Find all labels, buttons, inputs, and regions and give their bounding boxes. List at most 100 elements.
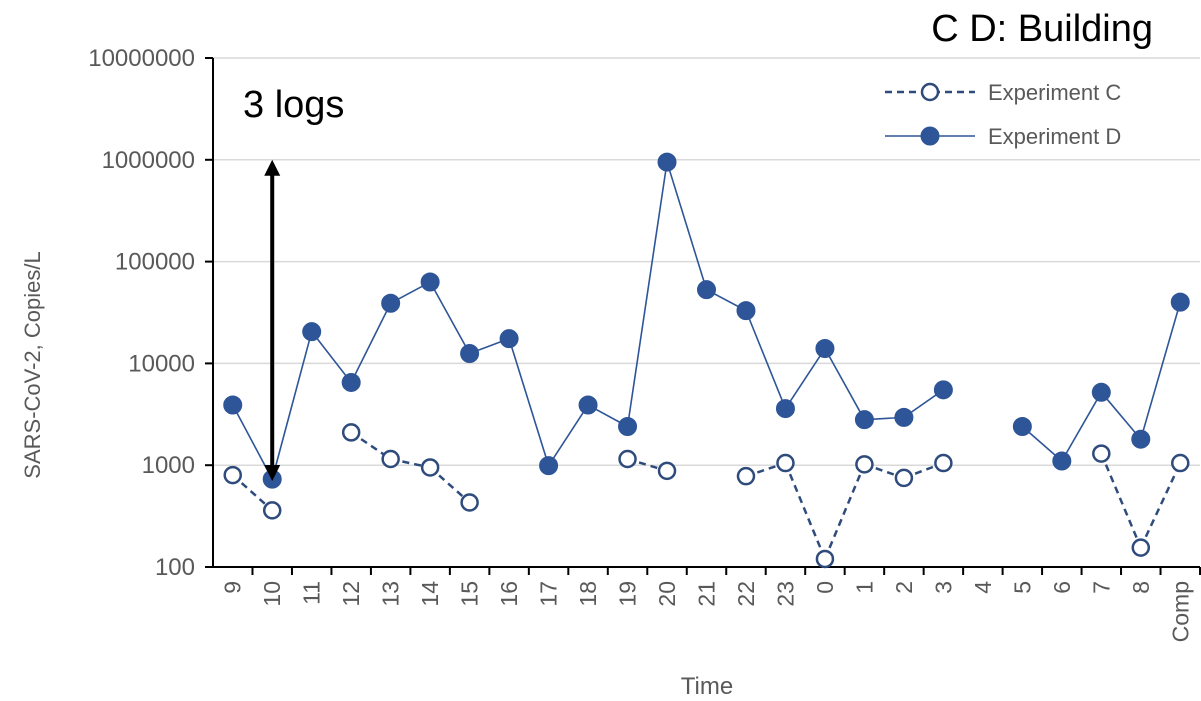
legend-label: Experiment C (988, 80, 1121, 105)
series-line-segment (784, 348, 826, 410)
data-point (1131, 538, 1151, 557)
data-point (894, 407, 914, 427)
data-point (736, 301, 756, 321)
legend-marker (920, 82, 940, 102)
series-line-segment (429, 466, 471, 504)
data-point (775, 399, 795, 419)
series-line-segment (1061, 391, 1102, 462)
data-point (578, 395, 598, 415)
x-tick-label: 18 (575, 581, 601, 607)
data-point (1131, 429, 1151, 449)
x-tick-label: 20 (654, 581, 680, 607)
legend: Experiment C Experiment D (885, 80, 1121, 149)
series-line-segment (1100, 453, 1142, 549)
x-tick-label: 19 (615, 581, 641, 607)
series-line-segment (1139, 462, 1182, 549)
y-tick-label: 100000 (115, 249, 195, 276)
data-point (341, 372, 361, 392)
annotation-arrow-head-top (264, 159, 281, 176)
data-point (855, 455, 874, 474)
x-tick-label: 16 (496, 581, 522, 607)
series-line-segment (350, 302, 392, 383)
x-tick-label: 2 (891, 581, 917, 594)
series-line-segment (547, 404, 589, 467)
data-point (933, 380, 953, 400)
data-point (657, 461, 677, 481)
x-tick-label: 4 (970, 581, 996, 594)
data-point (1052, 451, 1072, 471)
series-line-segment (429, 281, 471, 354)
annotation-arrow-head-bottom (264, 464, 281, 481)
data-point (262, 501, 282, 520)
data-point (1170, 292, 1190, 312)
x-tick-label: 3 (930, 581, 956, 594)
data-point (1171, 453, 1190, 473)
series-line-segment (626, 161, 668, 427)
data-point (381, 293, 401, 313)
data-point (499, 329, 519, 349)
chart-corner-label: C D: Building (931, 8, 1153, 50)
x-tick-label: 13 (378, 581, 404, 607)
series-line-segment (824, 348, 866, 421)
x-tick-label: 6 (1049, 581, 1075, 594)
annotation-label: 3 logs (243, 84, 345, 126)
legend-marker (920, 126, 940, 146)
x-axis-title: Time (681, 673, 733, 700)
y-tick-label: 1000000 (102, 147, 195, 174)
x-tick-label: 21 (694, 581, 720, 607)
x-tick-label: 15 (457, 581, 483, 607)
series-line-segment (1140, 301, 1182, 440)
x-tick-label: 22 (733, 581, 759, 607)
series-line-segment (508, 338, 550, 466)
x-tick-label: 10 (259, 581, 285, 607)
annotation (264, 159, 281, 481)
series (223, 152, 1190, 569)
gridlines (213, 57, 1200, 466)
data-point (539, 456, 559, 476)
x-tick-label: 8 (1128, 581, 1154, 594)
data-point (223, 395, 243, 415)
data-point (420, 458, 440, 477)
data-point (854, 410, 874, 430)
x-tick-label: 12 (338, 581, 364, 607)
data-point (894, 468, 914, 488)
data-point (1092, 444, 1111, 463)
x-tick-label: Comp (1167, 581, 1193, 642)
series-line-segment (666, 161, 708, 290)
data-point (1012, 416, 1032, 436)
y-tick-label: 10000000 (88, 45, 195, 72)
data-point (657, 152, 677, 172)
data-point (381, 449, 400, 469)
x-tick-label: 7 (1088, 581, 1114, 594)
data-point (697, 280, 716, 300)
data-point (302, 322, 322, 342)
x-tick-label: 14 (417, 581, 443, 607)
data-point (460, 344, 480, 364)
series-line-segment (311, 331, 352, 383)
y-tick-label: 100 (155, 554, 195, 581)
y-tick-label: 10000 (128, 350, 195, 377)
series-line-segment (231, 474, 274, 512)
data-point (815, 549, 835, 569)
data-point (934, 453, 953, 473)
data-point (223, 465, 242, 485)
data-point (618, 416, 638, 436)
x-tick-label: 11 (299, 581, 325, 605)
series-line-segment (745, 310, 787, 409)
x-tick-label: 1 (851, 581, 877, 594)
data-point (1091, 382, 1111, 402)
data-point (460, 493, 479, 512)
series-line-segment (1100, 391, 1142, 440)
y-axis-title: SARS-CoV-2, Copies/L (20, 251, 45, 478)
x-tick-label: 23 (772, 581, 798, 607)
series-line-segment (271, 331, 313, 480)
data-point (618, 449, 637, 469)
data-point (815, 339, 835, 359)
x-tick-label: 5 (1009, 581, 1035, 594)
data-point (776, 453, 795, 473)
data-point (341, 423, 361, 442)
data-point (736, 466, 756, 486)
x-tick-label: 9 (220, 581, 246, 594)
